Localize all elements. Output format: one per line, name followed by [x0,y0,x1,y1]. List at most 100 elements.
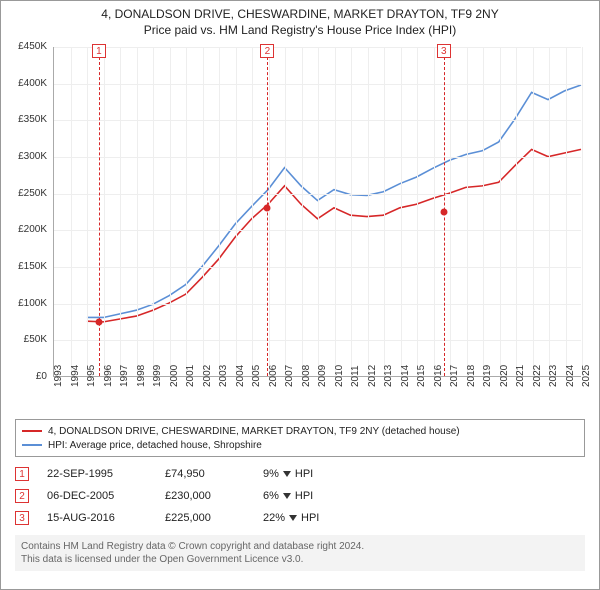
sales-table: 1 22-SEP-1995 £74,950 9% HPI 2 06-DEC-2005 £23… [15,463,585,529]
gridline-v [153,47,154,376]
sale-row-date: 06-DEC-2005 [47,490,147,502]
sale-row-badge: 3 [15,511,29,525]
x-tick-label: 2010 [334,365,345,387]
gridline-v [87,47,88,376]
sale-marker-dot [95,319,102,326]
x-tick-label: 2009 [317,365,328,387]
x-tick-label: 2008 [301,365,312,387]
x-tick-label: 2012 [367,365,378,387]
attribution-footer: Contains HM Land Registry data © Crown c… [15,535,585,571]
sale-row-badge: 1 [15,467,29,481]
sale-row-date: 22-SEP-1995 [47,468,147,480]
gridline-v [351,47,352,376]
y-tick-label: £300K [11,151,47,162]
plot-area: 123 [53,47,581,377]
gridline-v [533,47,534,376]
title-subtitle: Price paid vs. HM Land Registry's House … [5,23,595,37]
sale-row-badge: 2 [15,489,29,503]
gridline-v [434,47,435,376]
x-tick-label: 2005 [251,365,262,387]
x-tick-label: 1997 [119,365,130,387]
chart-card: 4, DONALDSON DRIVE, CHESWARDINE, MARKET … [0,0,600,590]
x-tick-label: 1993 [53,365,64,387]
gridline-v [450,47,451,376]
gridline-v [203,47,204,376]
footer-line-1: Contains HM Land Registry data © Crown c… [21,540,579,553]
x-tick-label: 2018 [466,365,477,387]
legend-item: HPI: Average price, detached house, Shro… [22,438,578,452]
sale-marker-line [99,47,100,376]
y-tick-label: £150K [11,261,47,272]
gridline-v [401,47,402,376]
gridline-v [467,47,468,376]
gridline-v [384,47,385,376]
gridline-v [368,47,369,376]
gridline-v [417,47,418,376]
legend-swatch [22,430,42,432]
gridline-v [566,47,567,376]
gridline-v [252,47,253,376]
legend-label: HPI: Average price, detached house, Shro… [48,440,262,451]
x-tick-label: 2025 [581,365,592,387]
x-tick-label: 2007 [284,365,295,387]
gridline-v [318,47,319,376]
legend-swatch [22,444,42,446]
arrow-down-icon [283,493,291,499]
gridline-v [71,47,72,376]
sale-marker-badge: 3 [437,44,451,58]
sale-row: 206-DEC-2005£230,0006% HPI [15,485,585,507]
x-tick-label: 2001 [185,365,196,387]
x-tick-label: 2019 [482,365,493,387]
sale-marker-dot [440,209,447,216]
gridline-v [137,47,138,376]
gridline-v [186,47,187,376]
title-block: 4, DONALDSON DRIVE, CHESWARDINE, MARKET … [1,1,599,39]
x-tick-label: 1994 [70,365,81,387]
x-tick-label: 2024 [565,365,576,387]
x-tick-label: 2020 [499,365,510,387]
gridline-v [335,47,336,376]
sale-marker-badge: 2 [260,44,274,58]
sale-row: 1 22-SEP-1995 £74,950 9% HPI [15,463,585,485]
x-tick-label: 2011 [350,365,361,387]
gridline-v [516,47,517,376]
legend-label: 4, DONALDSON DRIVE, CHESWARDINE, MARKET … [48,426,460,437]
gridline-v [302,47,303,376]
x-tick-label: 2022 [532,365,543,387]
x-tick-label: 2013 [383,365,394,387]
sale-row: 315-AUG-2016£225,00022% HPI [15,507,585,529]
legend: 4, DONALDSON DRIVE, CHESWARDINE, MARKET … [15,419,585,457]
x-tick-label: 2014 [400,365,411,387]
arrow-down-icon [289,515,297,521]
gridline-v [549,47,550,376]
x-tick-label: 2002 [202,365,213,387]
sale-row-date: 15-AUG-2016 [47,512,147,524]
x-tick-label: 2000 [169,365,180,387]
arrow-down-icon [283,471,291,477]
x-tick-label: 1998 [136,365,147,387]
x-tick-label: 1995 [86,365,97,387]
legend-item: 4, DONALDSON DRIVE, CHESWARDINE, MARKET … [22,424,578,438]
y-tick-label: £50K [11,334,47,345]
x-tick-label: 2006 [268,365,279,387]
sale-row-delta: 9% HPI [263,468,343,480]
x-tick-label: 2017 [449,365,460,387]
x-tick-label: 2003 [218,365,229,387]
y-tick-label: £0 [11,371,47,382]
x-tick-label: 2004 [235,365,246,387]
y-tick-label: £450K [11,41,47,52]
gridline-v [104,47,105,376]
footer-line-2: This data is licensed under the Open Gov… [21,553,579,566]
gridline-v [285,47,286,376]
x-tick-label: 2021 [515,365,526,387]
sale-row-price: £74,950 [165,468,245,480]
gridline-v [582,47,583,376]
gridline-v [219,47,220,376]
x-tick-label: 1999 [152,365,163,387]
x-tick-label: 1996 [103,365,114,387]
chart-area: £0£50K£100K£150K£200K£250K£300K£350K£400… [11,43,589,413]
x-tick-label: 2015 [416,365,427,387]
sale-row-price: £230,000 [165,490,245,502]
y-tick-label: £200K [11,224,47,235]
sale-marker-dot [264,205,271,212]
